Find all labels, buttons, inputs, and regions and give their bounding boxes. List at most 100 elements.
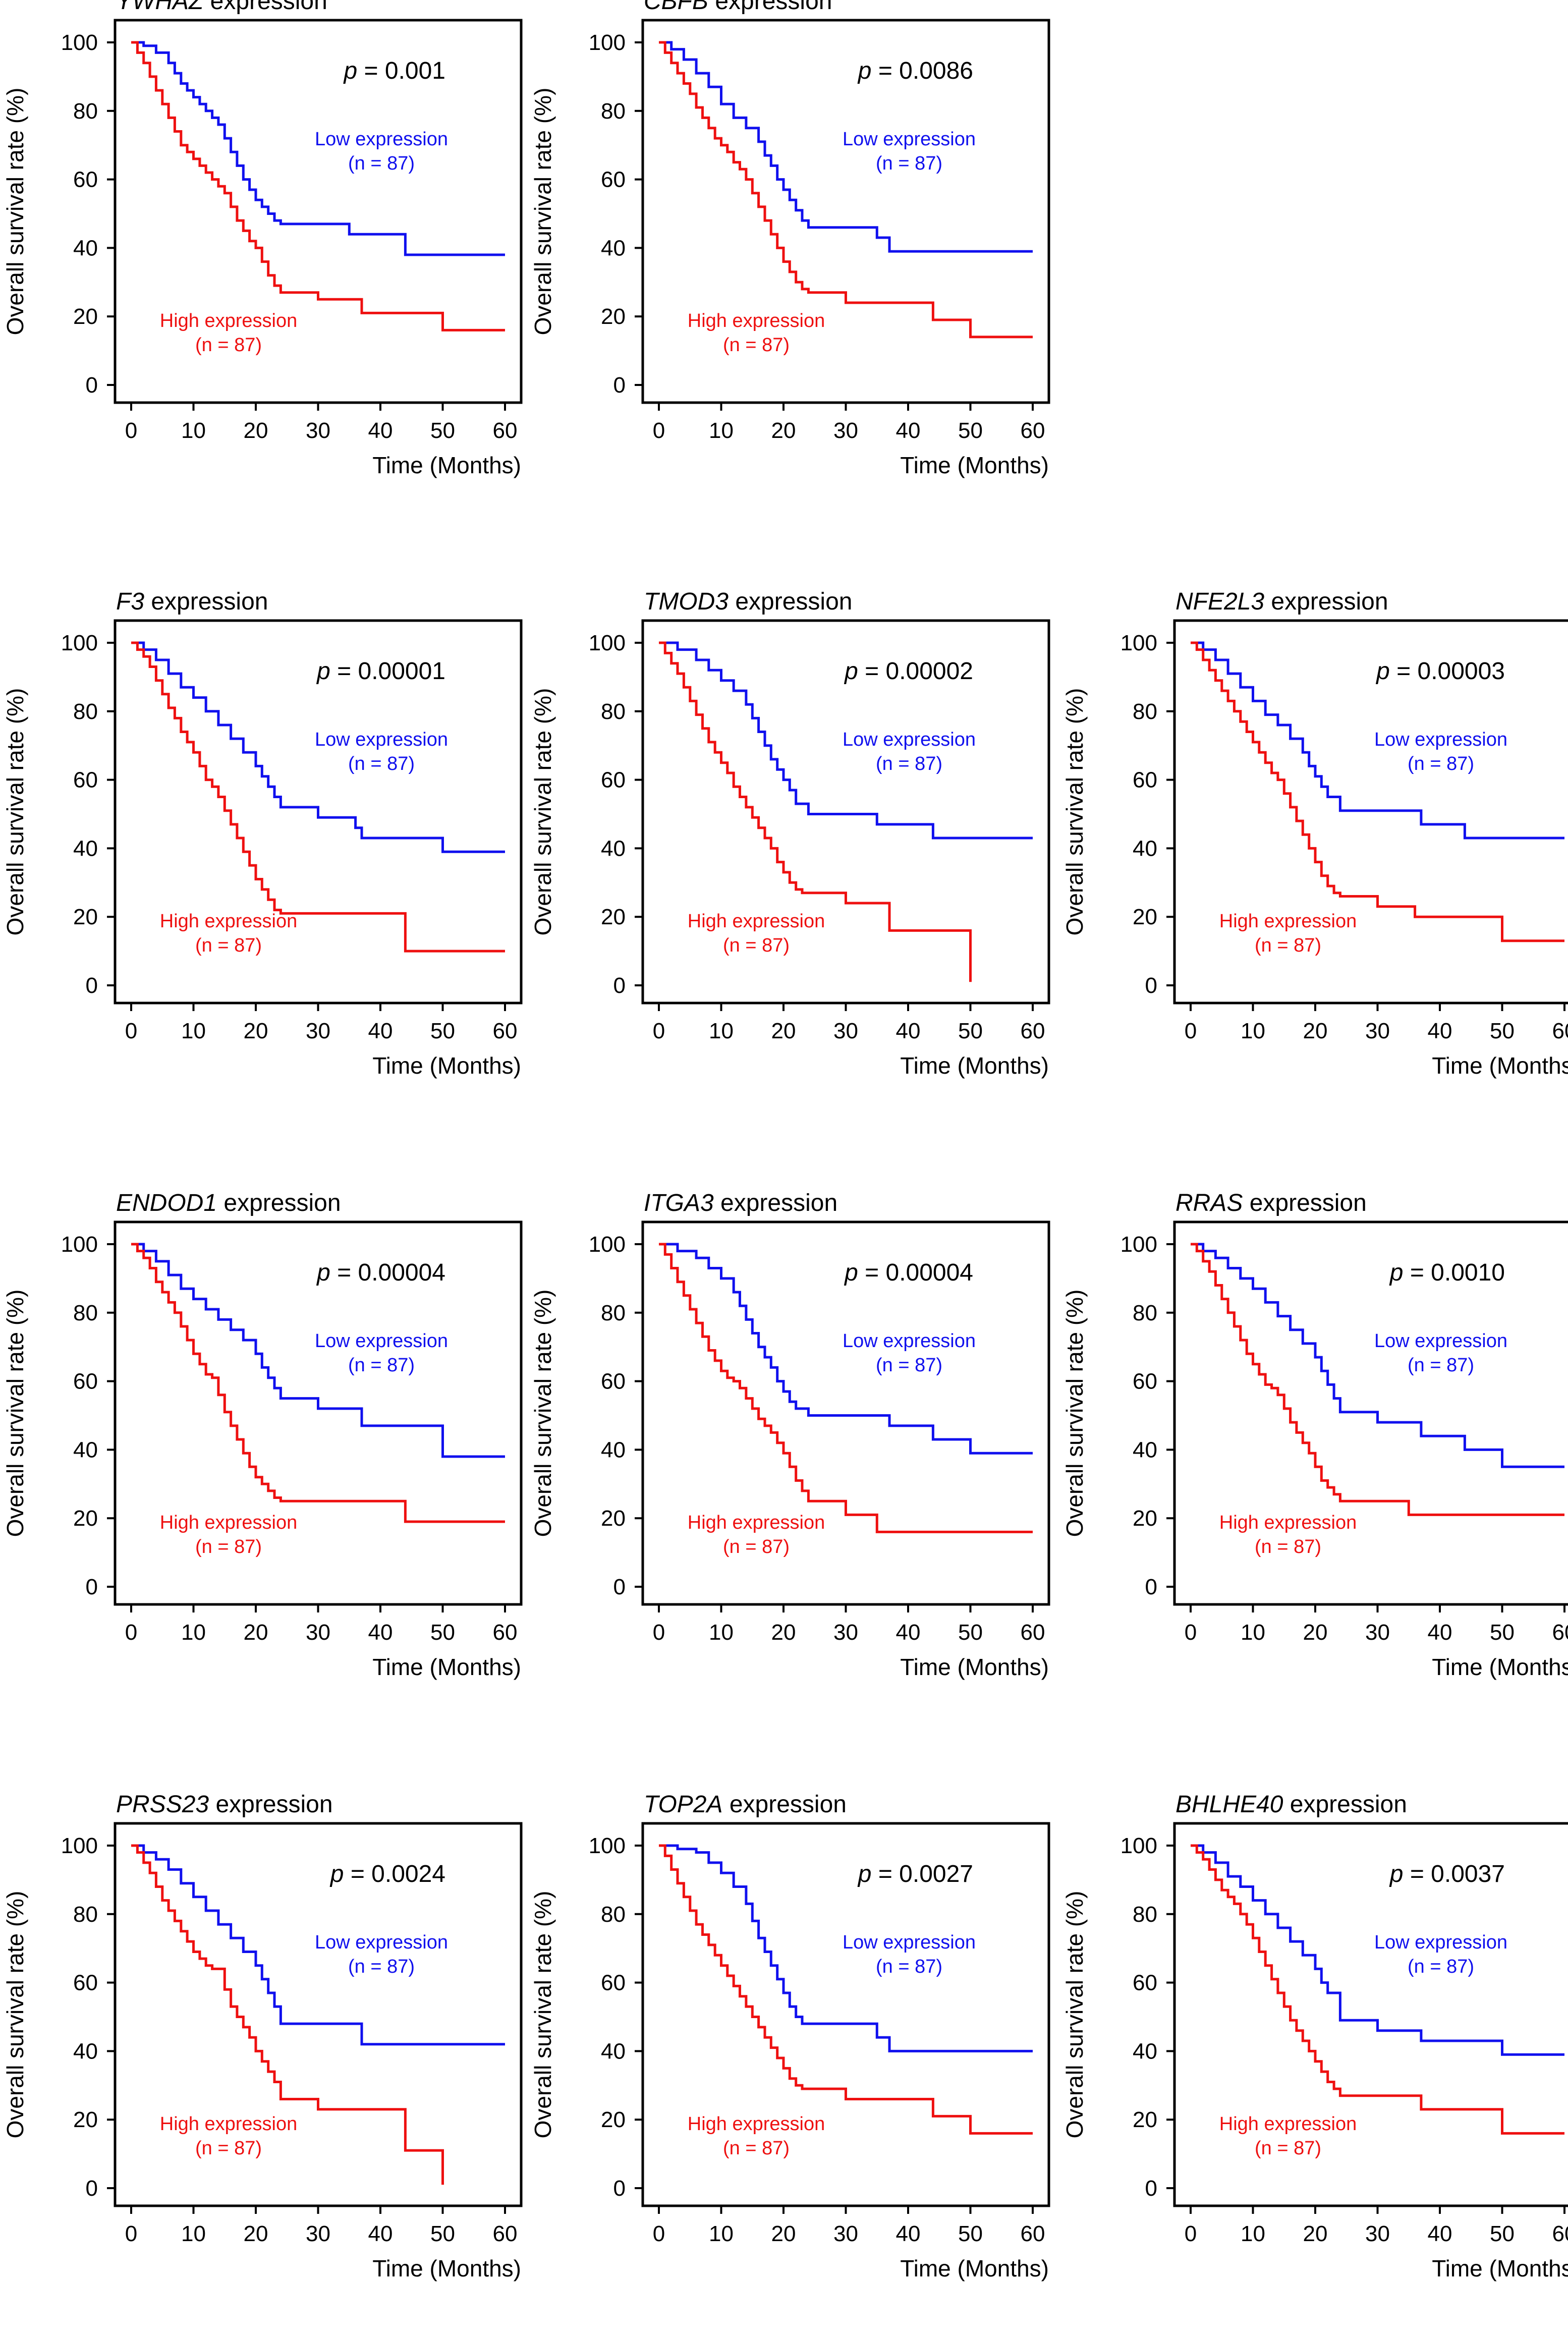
x-tick-label: 60 [493, 2221, 518, 2246]
gene-name: NFE2L3 [1175, 588, 1264, 615]
x-tick-label: 30 [833, 418, 858, 443]
p-number: = 0.00004 [865, 1259, 973, 1286]
panel-title: CBFB expression [644, 0, 832, 15]
low-expression-n: (n = 87) [876, 1956, 942, 1977]
km-panel-endod1: ENDOD1 expression 0 20 40 60 80 100 0 10 20 30 40 50… [2, 1190, 523, 1680]
x-axis-label: Time (Months) [1432, 1052, 1568, 1079]
y-tick-label: 0 [613, 373, 626, 398]
x-tick-label: 0 [1185, 2221, 1197, 2246]
y-tick-label: 40 [1133, 836, 1157, 861]
y-tick-label: 80 [601, 99, 626, 124]
x-tick-label: 10 [1241, 1019, 1265, 1043]
low-expression-label: Low expression [315, 1932, 448, 1953]
x-tick-label: 40 [368, 1019, 393, 1043]
x-tick-label: 60 [1021, 2221, 1045, 2246]
plot-frame [114, 1822, 523, 2207]
x-tick-label: 10 [181, 1019, 206, 1043]
gene-name: YWHAZ [116, 0, 204, 15]
high-expression-label: High expression [688, 310, 825, 331]
km-panel-f3: F3 expression 0 20 40 60 80 100 0 10 20 30 40 50 60 Ti… [2, 588, 523, 1079]
km-panel-itga3: ITGA3 expression 0 20 40 60 80 100 0 10 20 30 40 50 6… [530, 1190, 1050, 1680]
high-expression-label: High expression [1219, 911, 1357, 932]
y-tick-label: 0 [1145, 973, 1157, 998]
p-value: p = 0.00004 [316, 1259, 445, 1286]
low-expression-curve [131, 41, 505, 256]
x-tick-label: 60 [1552, 1019, 1568, 1043]
x-tick-label: 40 [1428, 2221, 1452, 2246]
title-suffix: expression [708, 0, 832, 15]
p-value: p = 0.00003 [1375, 658, 1505, 685]
y-tick-label: 80 [1133, 1902, 1157, 1927]
y-axis-label: Overall survival rate (%) [2, 688, 28, 936]
low-expression-curve [131, 1243, 505, 1458]
p-value: p = 0.0037 [1389, 1861, 1505, 1887]
high-expression-curve [659, 41, 1033, 339]
x-tick-label: 10 [709, 1019, 734, 1043]
x-tick-label: 0 [125, 1019, 137, 1043]
x-tick-label: 20 [244, 1019, 268, 1043]
p-number: = 0.0010 [1410, 1259, 1505, 1286]
x-tick-label: 20 [771, 418, 796, 443]
y-tick-label: 20 [73, 304, 98, 329]
title-suffix: expression [723, 1791, 847, 1818]
x-tick-label: 10 [181, 1620, 206, 1645]
y-axis-label: Overall survival rate (%) [1061, 1290, 1088, 1537]
high-expression-curve [1191, 1243, 1564, 1516]
x-tick-label: 0 [653, 1019, 665, 1043]
y-tick-label: 100 [61, 30, 98, 55]
panel-title: NFE2L3 expression [1175, 588, 1388, 615]
x-tick-label: 40 [368, 1620, 393, 1645]
y-tick-label: 100 [61, 631, 98, 655]
title-suffix: expression [1243, 1190, 1366, 1216]
y-tick-label: 100 [61, 1232, 98, 1257]
y-axis-label: Overall survival rate (%) [1061, 1891, 1088, 2139]
low-expression-label: Low expression [843, 1330, 976, 1352]
y-tick-label: 60 [601, 1369, 626, 1394]
panel-title: YWHAZ expression [116, 0, 327, 15]
x-tick-label: 60 [1552, 2221, 1568, 2246]
low-expression-n: (n = 87) [876, 753, 942, 774]
km-panel-prss23: PRSS23 expression 0 20 40 60 80 100 0 10 20 30 40 50… [2, 1791, 523, 2281]
high-expression-curve [131, 1844, 444, 2185]
x-axis-label: Time (Months) [900, 2255, 1049, 2281]
x-tick-label: 20 [771, 1019, 796, 1043]
p-symbol: p [329, 1861, 351, 1887]
y-tick-label: 40 [601, 1437, 626, 1462]
high-expression-n: (n = 87) [1255, 2138, 1321, 2159]
high-expression-label: High expression [688, 2113, 825, 2135]
x-tick-label: 30 [306, 1019, 330, 1043]
x-tick-label: 20 [244, 1620, 268, 1645]
y-tick-label: 0 [1145, 2176, 1157, 2201]
y-tick-label: 80 [601, 1301, 626, 1325]
x-axis-label: Time (Months) [900, 1654, 1049, 1680]
y-tick-label: 60 [1133, 768, 1157, 793]
x-tick-label: 60 [1021, 418, 1045, 443]
y-tick-label: 100 [589, 30, 626, 55]
high-expression-n: (n = 87) [723, 935, 790, 956]
high-expression-curve [131, 641, 505, 953]
low-expression-label: Low expression [843, 729, 976, 750]
x-tick-label: 30 [306, 1620, 330, 1645]
high-expression-label: High expression [160, 2113, 297, 2135]
gene-name: ITGA3 [644, 1190, 714, 1216]
high-expression-n: (n = 87) [723, 335, 790, 356]
x-tick-label: 60 [493, 1620, 518, 1645]
x-tick-label: 50 [430, 1019, 455, 1043]
x-axis-label: Time (Months) [900, 452, 1049, 478]
x-axis-label: Time (Months) [372, 1654, 521, 1680]
x-axis-label: Time (Months) [1432, 2255, 1568, 2281]
x-tick-label: 0 [653, 1620, 665, 1645]
p-number: = 0.0024 [351, 1861, 445, 1887]
x-tick-label: 60 [1021, 1019, 1045, 1043]
y-tick-label: 40 [73, 236, 98, 260]
high-expression-n: (n = 87) [195, 1536, 262, 1557]
y-axis-label: Overall survival rate (%) [2, 88, 28, 336]
y-tick-label: 20 [601, 1506, 626, 1531]
p-number: = 0.00001 [337, 658, 445, 685]
high-expression-curve [131, 41, 505, 331]
km-panel-ywhaz: YWHAZ expression 0 20 40 60 80 100 0 10 20 30 40 50 6… [2, 0, 523, 478]
plot-frame [641, 1822, 1050, 2207]
panel-title: ENDOD1 expression [116, 1190, 341, 1216]
high-expression-label: High expression [160, 911, 297, 932]
x-tick-label: 10 [709, 418, 734, 443]
